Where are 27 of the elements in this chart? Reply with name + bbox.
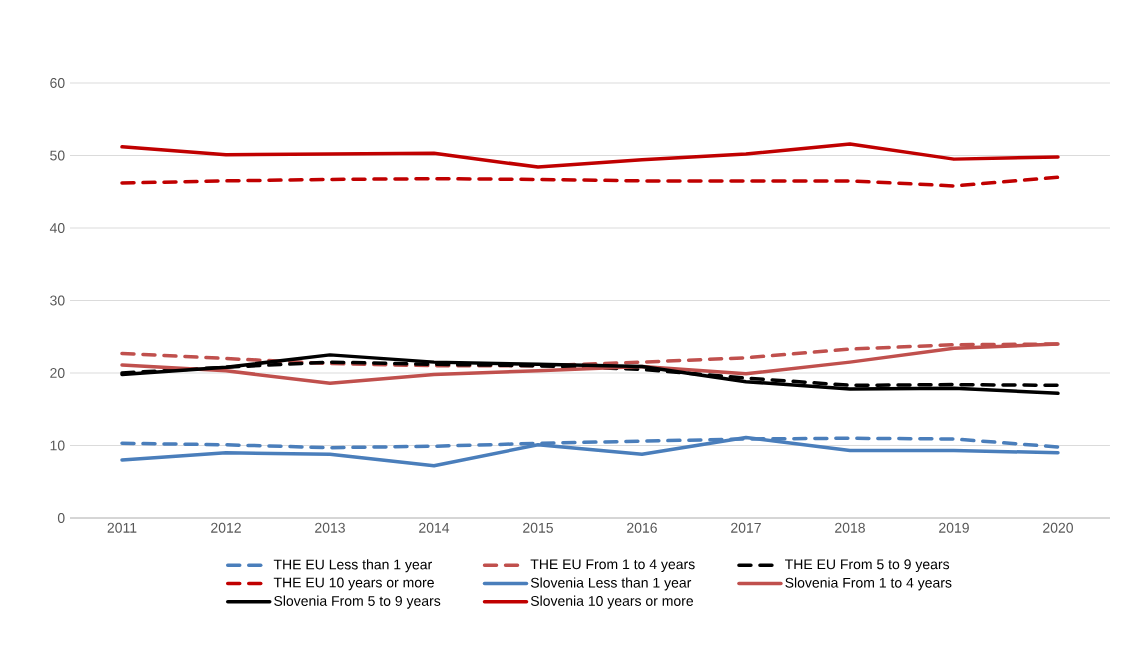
y-tick-label: 60 (50, 78, 65, 88)
line-series (120, 435, 1060, 468)
x-tick-label: 2016 (627, 522, 657, 533)
x-tick-label: 2018 (835, 522, 865, 533)
y-tick-label: 20 (50, 368, 65, 378)
x-tick-label: 2017 (731, 522, 761, 533)
x-tick-label: 2011 (107, 522, 137, 533)
y-tick-label: 50 (50, 150, 65, 161)
x-tick-label: 2015 (523, 522, 553, 533)
x-tick-label: 2020 (1043, 522, 1073, 533)
legend-label: THE EU From 5 to 9 years (784, 559, 950, 573)
legend-label: THE EU From 1 to 4 years (530, 559, 695, 572)
legend-label: THE EU 10 years or more (273, 577, 434, 591)
y-tick-label: 0 (57, 513, 65, 523)
x-tick-label: 2014 (419, 522, 450, 533)
x-tick-label: 2019 (939, 522, 969, 533)
y-tick-label: 40 (49, 223, 65, 233)
line-series (120, 142, 1060, 169)
legend-label: Slovenia From 5 to 9 years (274, 595, 441, 609)
legend-label: THE EU Less than 1 year (273, 559, 432, 573)
x-tick-label: 2013 (315, 522, 345, 533)
y-tick-label: 30 (50, 295, 65, 306)
legend-label: Slovenia From 1 to 4 years (785, 577, 952, 591)
y-tick-label: 10 (50, 440, 65, 451)
legend-label: Slovenia Less than 1 year (530, 577, 692, 591)
legend-label: Slovenia 10 years or more (530, 595, 694, 609)
x-tick-label: 2012 (211, 522, 241, 533)
